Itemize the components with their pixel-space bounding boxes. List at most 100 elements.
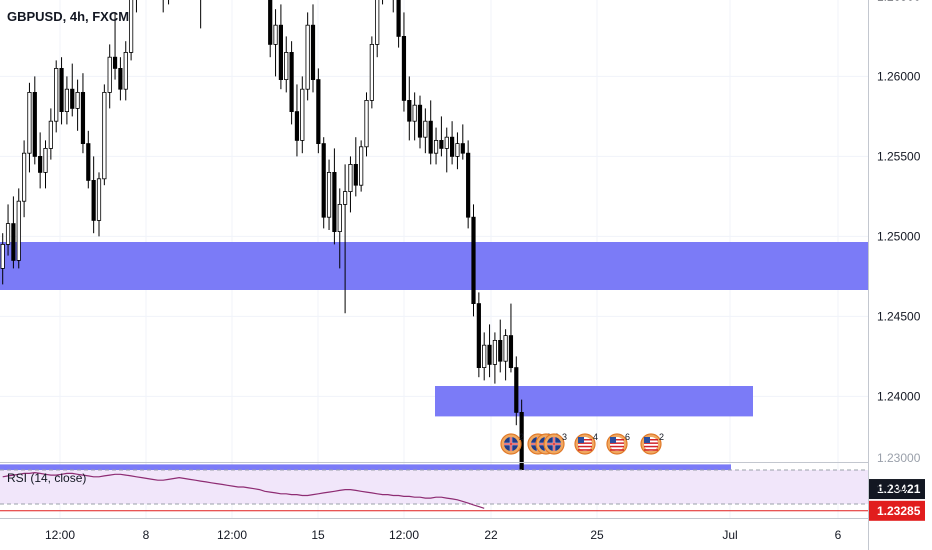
time-tick-label: 6 bbox=[835, 528, 842, 542]
candle bbox=[54, 60, 59, 133]
event-count-badge: 3 bbox=[562, 432, 567, 442]
candle bbox=[27, 82, 32, 173]
time-tick-label: 25 bbox=[590, 528, 604, 542]
candle bbox=[508, 303, 514, 373]
candle bbox=[476, 292, 481, 378]
alert-price-tag bbox=[869, 500, 925, 521]
candle bbox=[294, 84, 300, 157]
candle bbox=[423, 108, 428, 154]
candle bbox=[332, 148, 337, 245]
candle bbox=[503, 329, 508, 381]
candle bbox=[433, 127, 439, 165]
candle bbox=[11, 196, 16, 269]
price-tick-label: 1.25500 bbox=[877, 149, 921, 163]
alert-price-label: 1.23285 bbox=[877, 504, 921, 518]
candle bbox=[5, 204, 11, 256]
candle bbox=[449, 121, 455, 165]
candle bbox=[48, 108, 53, 160]
candle bbox=[444, 127, 449, 173]
event-count-badge: 2 bbox=[519, 432, 524, 442]
us-flag-event-icon[interactable]: 2 bbox=[640, 432, 664, 455]
candle bbox=[412, 92, 417, 141]
candle bbox=[38, 132, 43, 189]
uk-flag-event-icon[interactable]: 3 bbox=[543, 432, 567, 455]
candle bbox=[455, 132, 460, 170]
candle bbox=[417, 95, 423, 149]
candle bbox=[439, 116, 444, 157]
time-tick-label: Jul bbox=[722, 528, 737, 542]
symbol-title: GBPUSD, 4h, FXCM bbox=[7, 9, 129, 24]
candle bbox=[310, 4, 316, 93]
event-count-badge: 2 bbox=[659, 432, 664, 442]
last-price-tag bbox=[869, 479, 925, 500]
candle bbox=[364, 92, 369, 157]
candle bbox=[96, 172, 102, 237]
candle bbox=[278, 4, 284, 90]
price-axis[interactable]: 1.285001.280001.275001.270001.265001.260… bbox=[869, 0, 925, 521]
candle bbox=[123, 41, 128, 101]
candle bbox=[284, 36, 289, 93]
candle bbox=[359, 140, 364, 192]
candle bbox=[75, 79, 80, 131]
candle bbox=[70, 63, 75, 117]
price-zone[interactable] bbox=[0, 242, 868, 290]
candle bbox=[326, 159, 332, 230]
candle bbox=[321, 137, 326, 229]
price-tick-label: 1.26000 bbox=[877, 69, 921, 83]
candle bbox=[401, 12, 407, 112]
price-zone[interactable] bbox=[435, 386, 753, 417]
rsi-label[interactable]: RSI (14, close) bbox=[7, 471, 86, 485]
candle bbox=[337, 188, 342, 269]
candle bbox=[200, 0, 202, 29]
price-tick-label: 1.26500 bbox=[877, 0, 921, 3]
time-tick-label: 15 bbox=[311, 528, 325, 542]
us-flag-event-icon[interactable]: 6 bbox=[606, 432, 630, 455]
candle bbox=[32, 76, 37, 165]
candle bbox=[0, 233, 5, 285]
candle bbox=[59, 57, 64, 125]
candle bbox=[369, 36, 374, 109]
uk-flag-event-icon[interactable]: 2 bbox=[500, 432, 524, 455]
rsi-level-label: 50.00 bbox=[877, 481, 907, 495]
candle bbox=[492, 332, 498, 384]
candle bbox=[305, 12, 310, 101]
candle bbox=[466, 140, 471, 229]
candle bbox=[80, 73, 86, 154]
us-flag-event-icon[interactable]: 4 bbox=[574, 432, 598, 455]
candle bbox=[289, 41, 294, 125]
candles bbox=[0, 0, 524, 490]
candle bbox=[428, 100, 433, 165]
candle bbox=[118, 57, 123, 101]
candle bbox=[102, 84, 107, 186]
candle bbox=[107, 44, 112, 109]
candle bbox=[273, 9, 278, 77]
time-tick-label: 12:00 bbox=[217, 528, 247, 542]
candle bbox=[316, 68, 321, 154]
candle bbox=[64, 76, 69, 125]
candle bbox=[471, 204, 476, 317]
rsi-band bbox=[0, 470, 868, 504]
time-tick-label: 12:00 bbox=[45, 528, 75, 542]
candle bbox=[300, 76, 305, 154]
candle bbox=[375, 0, 380, 58]
candle bbox=[128, 0, 134, 61]
event-count-badge: 6 bbox=[625, 432, 630, 442]
price-tick-label: 1.25000 bbox=[877, 229, 921, 243]
time-axis[interactable]: 12:00 8 12:00 15 12:00 22 25 Jul 6 bbox=[45, 528, 842, 542]
candle bbox=[392, 0, 394, 13]
last-price-label: 1.23421 bbox=[877, 482, 921, 496]
candle bbox=[268, 0, 273, 58]
candle bbox=[487, 324, 492, 378]
time-tick-label: 12:00 bbox=[389, 528, 419, 542]
event-count-badge: 4 bbox=[593, 432, 598, 442]
candle bbox=[91, 156, 96, 234]
time-tick-label: 22 bbox=[484, 528, 498, 542]
candle bbox=[112, 12, 118, 80]
candle bbox=[21, 140, 27, 218]
candle bbox=[498, 319, 503, 373]
price-tick-label: 1.23000 bbox=[877, 451, 921, 465]
price-tick-label: 1.24500 bbox=[877, 309, 921, 323]
candle bbox=[342, 164, 348, 314]
time-tick-label: 8 bbox=[143, 528, 150, 542]
